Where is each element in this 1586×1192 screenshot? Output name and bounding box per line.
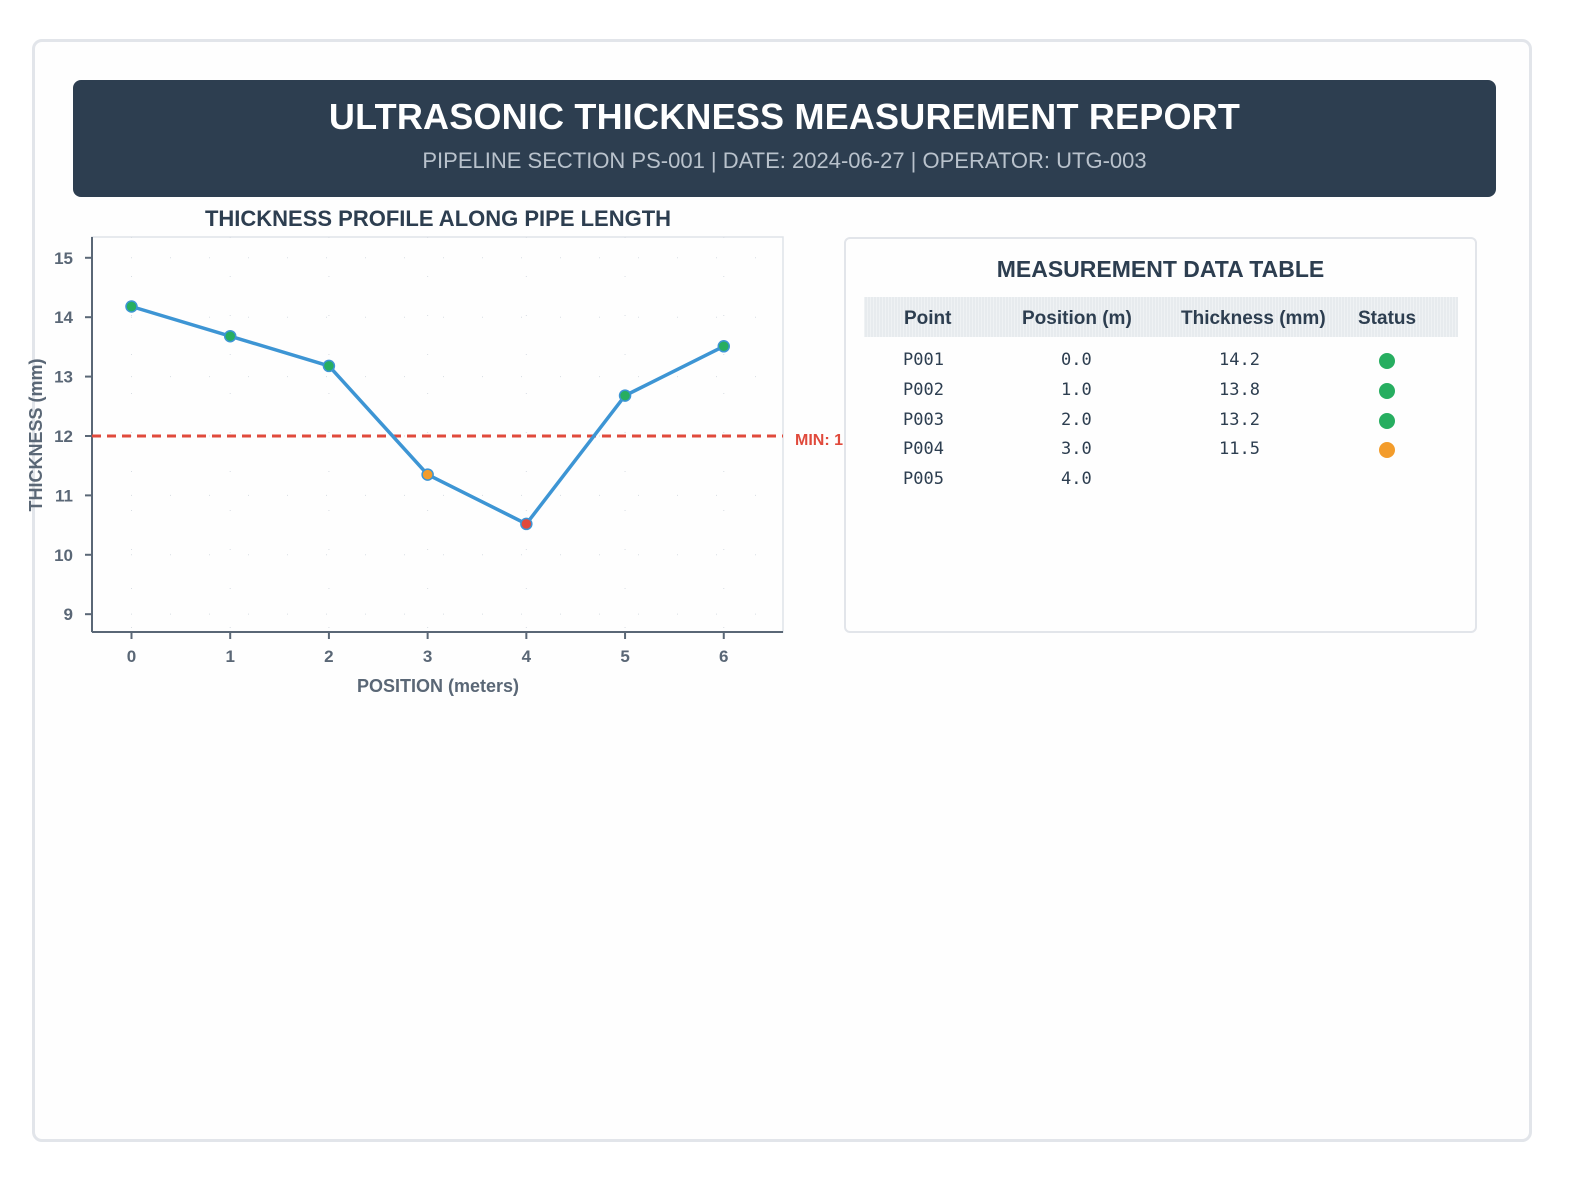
- data-point: [223, 329, 237, 343]
- cell-position: 0.0: [1061, 350, 1092, 370]
- y-tick-label: 9: [64, 605, 73, 624]
- table-title: MEASUREMENT DATA TABLE: [996, 256, 1325, 282]
- x-tick-label: 3: [423, 647, 432, 666]
- data-point: [125, 300, 138, 313]
- cell-position: 3.0: [1061, 439, 1092, 460]
- y-tick-label: 14: [54, 308, 73, 327]
- threshold-label: MIN: 1: [795, 432, 843, 449]
- chart-title: THICKNESS PROFILE ALONG PIPE LENGTH: [205, 206, 671, 231]
- cell-thickness: 11.5: [1219, 439, 1260, 460]
- cell-point: P001: [903, 350, 944, 370]
- x-tick-label: 5: [620, 647, 629, 666]
- cell-point: P005: [903, 469, 944, 489]
- data-point: [618, 389, 632, 402]
- table-row: P004 3.0 11.5: [846, 439, 1479, 469]
- x-tick-label: 4: [522, 647, 532, 666]
- x-tick-label: 1: [225, 647, 234, 666]
- cell-thickness: 13.8: [1219, 379, 1260, 400]
- report-subtitle: PIPELINE SECTION PS-001 | DATE: 2024-06-…: [422, 148, 1147, 173]
- cell-position: 1.0: [1061, 379, 1092, 400]
- cell-point: P004: [903, 439, 944, 460]
- y-axis-label: THICKNESS (mm): [26, 358, 46, 511]
- col-header-thickness: Thickness (mm): [1181, 308, 1326, 329]
- status-indicator: [1379, 442, 1395, 459]
- cell-thickness: 13.2: [1219, 409, 1260, 430]
- table-row: P005 4.0: [846, 469, 1479, 499]
- report-header: ULTRASONIC THICKNESS MEASUREMENT REPORT …: [73, 80, 1496, 197]
- table-row: P003 2.0 13.2: [846, 410, 1479, 440]
- x-tick-label: 0: [127, 647, 136, 666]
- measurement-table-panel: MEASUREMENT DATA TABLE Point Position (m…: [844, 237, 1477, 633]
- report-title: ULTRASONIC THICKNESS MEASUREMENT REPORT: [328, 96, 1241, 137]
- data-point: [421, 468, 434, 481]
- y-tick-label: 11: [55, 486, 73, 505]
- y-tick-label: 15: [54, 249, 73, 268]
- data-point: [322, 359, 336, 373]
- status-indicator: [1379, 353, 1395, 369]
- table-row: P001 0.0 14.2: [846, 350, 1479, 380]
- data-point: [717, 340, 731, 353]
- cell-point: P002: [903, 379, 944, 400]
- col-header-status: Status: [1358, 308, 1417, 329]
- col-header-point: Point: [904, 308, 952, 329]
- table-row: P002 1.0 13.8: [846, 380, 1479, 410]
- x-tick-label: 2: [324, 647, 333, 666]
- col-header-position: Position (m): [1022, 308, 1132, 329]
- y-tick-label: 12: [54, 427, 73, 446]
- cell-point: P003: [903, 409, 944, 430]
- table-header: Point Position (m) Thickness (mm) Status: [864, 297, 1458, 337]
- cell-position: 2.0: [1061, 409, 1092, 430]
- y-tick-label: 10: [54, 546, 73, 565]
- cell-thickness: 14.2: [1219, 350, 1260, 370]
- status-indicator: [1379, 382, 1395, 399]
- cell-position: 4.0: [1061, 469, 1092, 489]
- x-axis-label: POSITION (meters): [357, 676, 519, 696]
- data-point: [520, 517, 533, 531]
- status-indicator: [1379, 412, 1395, 429]
- series-line: [130, 304, 725, 526]
- y-tick-label: 13: [54, 368, 73, 387]
- x-tick-label: 6: [719, 647, 728, 666]
